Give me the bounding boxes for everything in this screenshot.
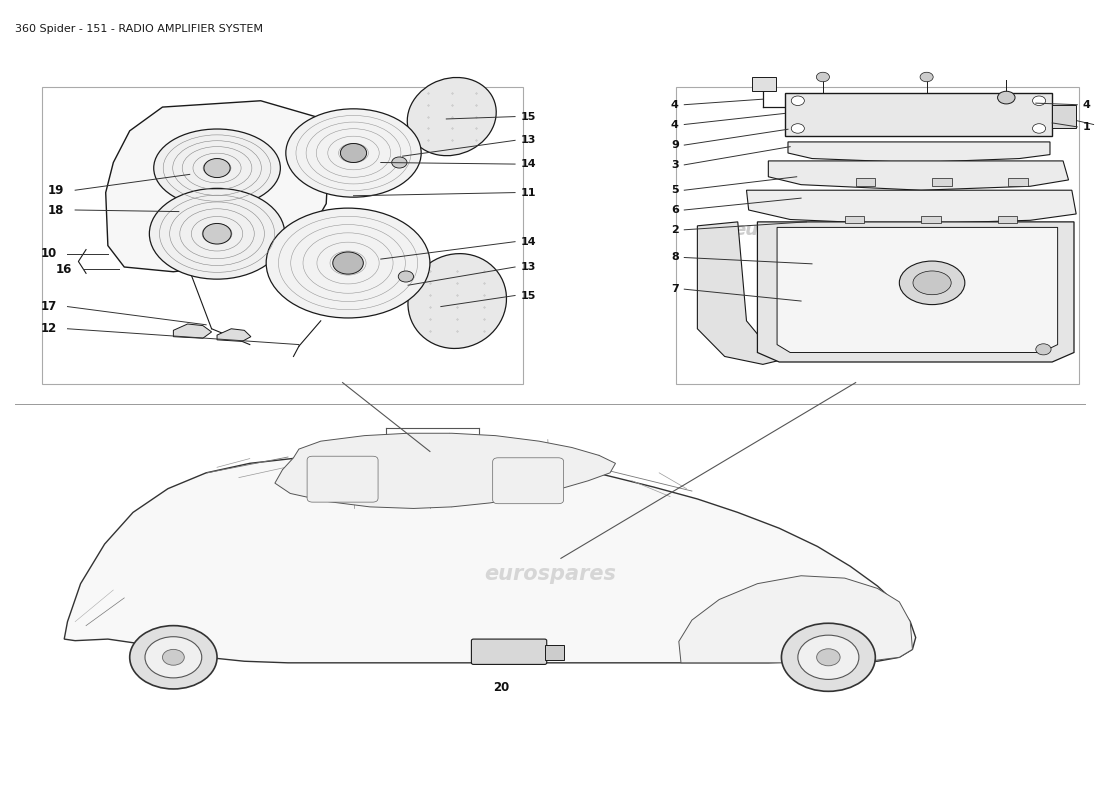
FancyBboxPatch shape [307, 456, 378, 502]
Polygon shape [64, 454, 915, 663]
Circle shape [204, 158, 230, 178]
Polygon shape [174, 324, 211, 338]
Text: 17: 17 [41, 300, 56, 313]
Text: 12: 12 [41, 322, 56, 335]
Text: 20: 20 [493, 681, 509, 694]
Ellipse shape [150, 188, 285, 279]
Text: eurospares: eurospares [484, 564, 616, 584]
Circle shape [798, 635, 859, 679]
Polygon shape [697, 222, 779, 364]
Circle shape [998, 91, 1015, 104]
Text: 4: 4 [671, 119, 679, 130]
FancyBboxPatch shape [544, 646, 564, 660]
Text: 4: 4 [1082, 100, 1090, 110]
Ellipse shape [407, 78, 496, 156]
Text: 14: 14 [520, 159, 536, 169]
Circle shape [816, 72, 829, 82]
Ellipse shape [286, 109, 421, 197]
FancyBboxPatch shape [998, 215, 1018, 222]
Text: 10: 10 [41, 247, 56, 260]
Text: 14: 14 [520, 237, 536, 246]
Text: eurospares: eurospares [734, 221, 847, 238]
Circle shape [816, 649, 840, 666]
Text: 15: 15 [520, 290, 536, 301]
FancyBboxPatch shape [784, 93, 1053, 136]
Text: 18: 18 [47, 203, 64, 217]
Text: eurospares: eurospares [139, 221, 252, 238]
Circle shape [392, 157, 407, 168]
Circle shape [1033, 124, 1046, 134]
Text: 11: 11 [520, 187, 536, 198]
Text: 16: 16 [55, 263, 72, 276]
Circle shape [145, 637, 201, 678]
Polygon shape [217, 329, 251, 342]
Text: 4: 4 [671, 100, 679, 110]
FancyBboxPatch shape [845, 215, 865, 222]
FancyBboxPatch shape [472, 639, 547, 665]
Ellipse shape [154, 129, 280, 207]
Text: 19: 19 [47, 184, 64, 197]
Polygon shape [788, 142, 1050, 162]
Circle shape [791, 96, 804, 106]
Text: eurospares: eurospares [139, 221, 252, 238]
Text: 8: 8 [671, 253, 679, 262]
Circle shape [920, 72, 933, 82]
Circle shape [130, 626, 217, 689]
FancyBboxPatch shape [856, 178, 876, 186]
Polygon shape [768, 161, 1068, 190]
Ellipse shape [266, 208, 430, 318]
Circle shape [781, 623, 876, 691]
Text: 6: 6 [671, 205, 679, 215]
Circle shape [398, 271, 414, 282]
Text: 1: 1 [1082, 122, 1090, 132]
Circle shape [202, 223, 231, 244]
Polygon shape [106, 101, 330, 272]
Text: 13: 13 [520, 135, 536, 146]
Text: 13: 13 [520, 262, 536, 272]
Circle shape [1033, 96, 1046, 106]
FancyBboxPatch shape [752, 77, 776, 91]
Circle shape [163, 650, 185, 666]
Text: 360 Spider - 151 - RADIO AMPLIFIER SYSTEM: 360 Spider - 151 - RADIO AMPLIFIER SYSTE… [15, 24, 263, 34]
Ellipse shape [900, 261, 965, 305]
Text: 9: 9 [671, 140, 679, 150]
Polygon shape [679, 576, 912, 663]
Polygon shape [747, 190, 1076, 224]
Text: eurospares: eurospares [484, 564, 616, 584]
Ellipse shape [408, 254, 506, 349]
Polygon shape [777, 227, 1057, 353]
Text: 3: 3 [671, 160, 679, 170]
FancyBboxPatch shape [932, 178, 952, 186]
Polygon shape [758, 222, 1074, 362]
Circle shape [333, 252, 363, 274]
FancyBboxPatch shape [1009, 178, 1028, 186]
Text: 7: 7 [671, 284, 679, 294]
Circle shape [1036, 344, 1052, 355]
Ellipse shape [913, 271, 952, 294]
Text: 5: 5 [671, 186, 679, 195]
Text: 2: 2 [671, 225, 679, 234]
Polygon shape [275, 434, 616, 509]
Circle shape [340, 143, 366, 162]
FancyBboxPatch shape [921, 215, 940, 222]
FancyBboxPatch shape [493, 458, 563, 504]
Text: eurospares: eurospares [734, 221, 847, 238]
Text: 15: 15 [520, 111, 536, 122]
FancyBboxPatch shape [1053, 105, 1076, 129]
Circle shape [791, 124, 804, 134]
